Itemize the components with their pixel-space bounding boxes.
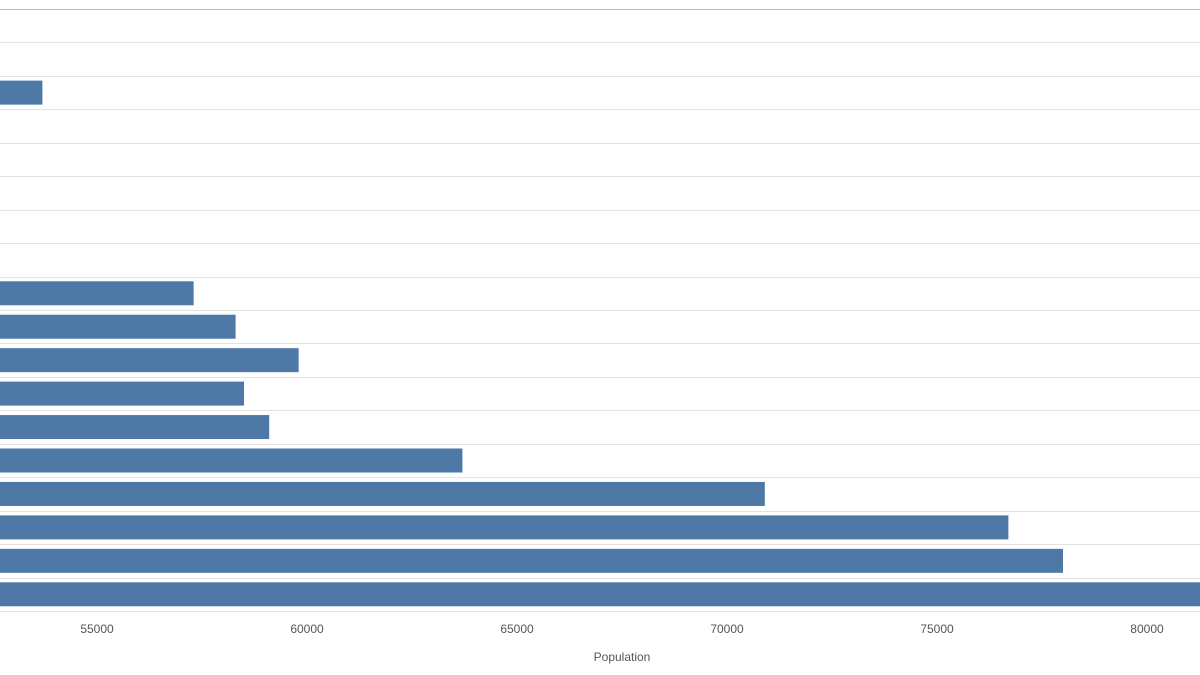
x-tick-label: 60000 bbox=[290, 622, 324, 636]
bar-group bbox=[0, 80, 1200, 607]
bar bbox=[0, 582, 1200, 607]
x-tick-label: 65000 bbox=[500, 622, 534, 636]
x-tick-label: 70000 bbox=[710, 622, 744, 636]
bar bbox=[0, 415, 270, 440]
bar bbox=[0, 381, 245, 406]
bar bbox=[0, 481, 765, 506]
x-tick-label: 75000 bbox=[920, 622, 954, 636]
x-tick-label: 80000 bbox=[1130, 622, 1164, 636]
bar bbox=[0, 80, 43, 105]
bar bbox=[0, 515, 1009, 540]
x-axis-title: Population bbox=[594, 650, 651, 664]
bar bbox=[0, 448, 463, 473]
bar bbox=[0, 314, 236, 339]
bar bbox=[0, 548, 1063, 573]
bar bbox=[0, 281, 194, 306]
bar bbox=[0, 348, 299, 373]
x-tick-label: 55000 bbox=[80, 622, 114, 636]
